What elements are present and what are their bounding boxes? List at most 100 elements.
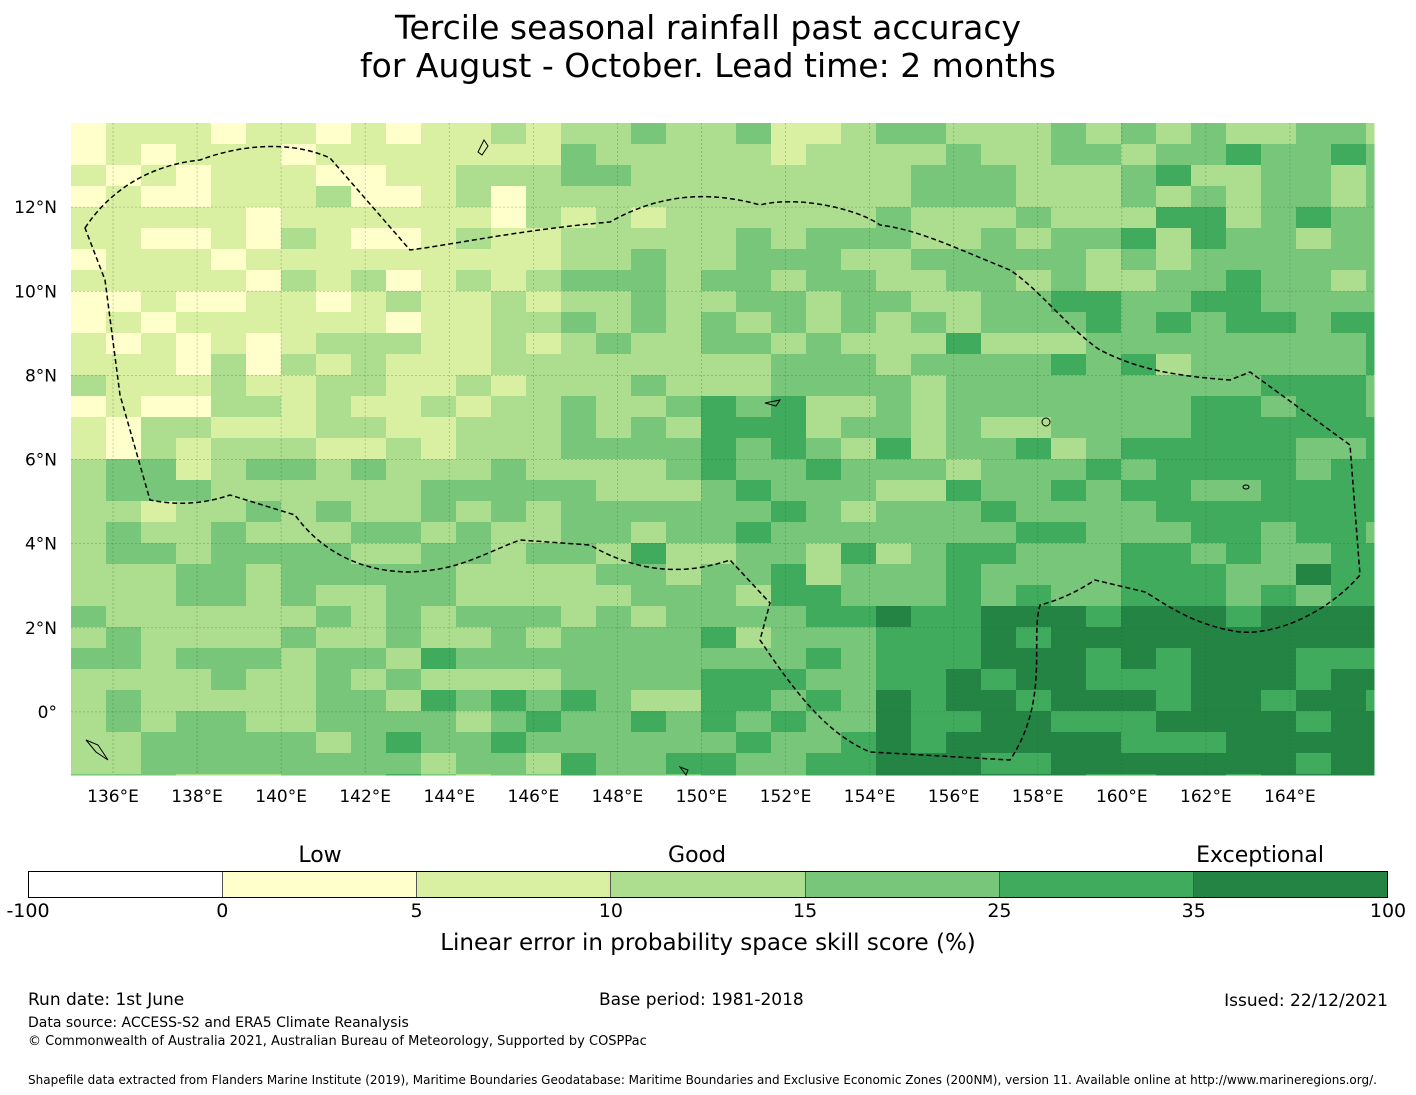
grid-cell [456, 144, 492, 166]
grid-cell [1121, 144, 1157, 166]
grid-cell [666, 480, 702, 502]
grid-cell [1366, 186, 1375, 208]
grid-cell [806, 291, 842, 313]
grid-cell [1121, 270, 1157, 292]
grid-cell [1156, 501, 1192, 523]
grid-cell [71, 774, 107, 776]
grid-cell [246, 396, 282, 418]
grid-cell [281, 354, 317, 376]
grid-cell [981, 186, 1017, 208]
grid-cell [1261, 144, 1297, 166]
grid-cell [981, 564, 1017, 586]
grid-cell [211, 543, 247, 565]
grid-cell [981, 270, 1017, 292]
data-source: Data source: ACCESS-S2 and ERA5 Climate … [28, 1015, 409, 1031]
grid-cell [176, 270, 212, 292]
grid-cell [351, 480, 387, 502]
grid-cell [106, 144, 142, 166]
grid-cell [246, 459, 282, 481]
grid-cell [771, 459, 807, 481]
grid-cell [1016, 732, 1052, 754]
grid-cell [351, 207, 387, 229]
grid-cell [176, 186, 212, 208]
grid-cell [141, 186, 177, 208]
grid-cell [876, 312, 912, 334]
grid-cell [1156, 417, 1192, 439]
grid-cell [1051, 669, 1087, 691]
grid-cell [876, 459, 912, 481]
grid-cell [911, 417, 947, 439]
grid-cell [351, 606, 387, 628]
grid-cell [491, 123, 527, 145]
grid-cell [211, 501, 247, 523]
grid-cell [1051, 291, 1087, 313]
grid-cell [526, 291, 562, 313]
grid-cell [106, 585, 142, 607]
grid-cell [736, 228, 772, 250]
grid-cell [316, 690, 352, 712]
grid-cell [1051, 480, 1087, 502]
grid-cell [456, 249, 492, 271]
grid-cell [1331, 249, 1367, 271]
grid-cell [106, 648, 142, 670]
grid-cell [246, 606, 282, 628]
grid-cell [1191, 333, 1227, 355]
longitude-tick-label: 138°E [171, 787, 223, 807]
grid-cell [71, 753, 107, 775]
grid-cell [71, 165, 107, 187]
grid-cell [946, 123, 982, 145]
grid-cell [771, 165, 807, 187]
longitude-ticks: 136°E 138°E 140°E 142°E 144°E 146°E 148°E 150°E… [87, 787, 1316, 807]
grid-cell [1121, 123, 1157, 145]
grid-cell [1296, 123, 1332, 145]
grid-cell [1261, 732, 1297, 754]
grid-cell [1331, 711, 1367, 733]
grid-cell [1121, 417, 1157, 439]
grid-cell [736, 774, 772, 776]
grid-cell [106, 291, 142, 313]
grid-cell [1261, 354, 1297, 376]
grid-cell [561, 312, 597, 334]
grid-cell [211, 291, 247, 313]
grid-cell [1226, 753, 1262, 775]
grid-cell [176, 354, 212, 376]
grid-cell [1261, 753, 1297, 775]
grid-cell [1296, 648, 1332, 670]
latitude-tick-label: 2°N [25, 619, 57, 639]
grid-cell [561, 711, 597, 733]
grid-cell [876, 585, 912, 607]
grid-cell [526, 270, 562, 292]
grid-cell [491, 774, 527, 776]
grid-cell [1156, 774, 1192, 776]
grid-cell [631, 228, 667, 250]
grid-cell [281, 438, 317, 460]
grid-cell [351, 312, 387, 334]
grid-cell [1191, 186, 1227, 208]
grid-cell [736, 711, 772, 733]
grid-cell [1296, 585, 1332, 607]
grid-cell [526, 312, 562, 334]
grid-cell [526, 606, 562, 628]
grid-cell [1226, 459, 1262, 481]
grid-cell [1191, 312, 1227, 334]
grid-cell [141, 249, 177, 271]
grid-cell [1366, 690, 1375, 712]
grid-cell [1121, 249, 1157, 271]
grid-cell [491, 459, 527, 481]
grid-cell [1191, 144, 1227, 166]
grid-cell [911, 585, 947, 607]
grid-cell [1051, 186, 1087, 208]
longitude-tick-label: 156°E [928, 787, 980, 807]
grid-cell [1296, 522, 1332, 544]
grid-cell [806, 690, 842, 712]
grid-cell [351, 228, 387, 250]
grid-cell [491, 564, 527, 586]
grid-cell [701, 165, 737, 187]
grid-cell [631, 627, 667, 649]
grid-cell [1366, 333, 1375, 355]
latitude-tick-label: 0° [38, 703, 57, 723]
grid-cell [1296, 711, 1332, 733]
grid-cell [526, 627, 562, 649]
grid-cell [421, 648, 457, 670]
palau-outline [85, 739, 109, 761]
